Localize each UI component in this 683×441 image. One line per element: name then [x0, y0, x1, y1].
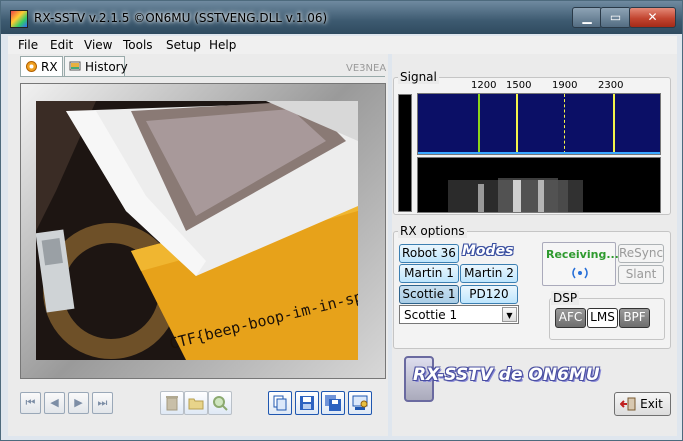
antenna-icon [572, 267, 588, 279]
mode-martin2-button[interactable]: Martin 2 [460, 264, 518, 283]
gear-icon [26, 61, 37, 72]
received-image: CTF{beep-boop-im-in-space} [36, 101, 358, 360]
dsp-label: DSP [551, 291, 580, 305]
delete-button[interactable] [160, 391, 184, 415]
menu-help[interactable]: Help [209, 38, 237, 52]
next-image-button[interactable]: ▶ [68, 392, 89, 414]
mode-select-value: Scottie 1 [404, 308, 458, 322]
freq-label-1900: 1900 [552, 80, 578, 91]
spectrum-display [417, 93, 661, 155]
exit-icon [620, 397, 636, 411]
copy-icon [273, 395, 287, 411]
last-image-button[interactable]: ⏭ [92, 392, 113, 414]
close-button[interactable]: ✕ [629, 7, 676, 28]
slant-button[interactable]: Slant [618, 265, 664, 284]
tab-history-label: History [85, 60, 128, 74]
status-box: Receiving... [542, 242, 619, 286]
zoom-button[interactable] [208, 391, 232, 415]
multi-floppy-icon [325, 395, 341, 411]
minimize-button[interactable]: ▁ [572, 7, 602, 28]
signal-level-meter [398, 94, 412, 212]
mode-robot36-button[interactable]: Robot 36 [399, 244, 459, 263]
sstv-picture: CTF{beep-boop-im-in-space} [36, 101, 358, 360]
marker-1200 [478, 94, 480, 154]
freq-label-2300: 2300 [598, 80, 624, 91]
trash-icon [166, 396, 178, 411]
tab-history[interactable]: History [64, 56, 128, 77]
menu-setup[interactable]: Setup [166, 38, 201, 52]
menu-tools[interactable]: Tools [123, 38, 153, 52]
magnifier-icon [213, 396, 228, 411]
menu-file[interactable]: File [18, 38, 39, 52]
menu-edit[interactable]: Edit [50, 38, 74, 52]
copy-button[interactable] [268, 391, 292, 415]
first-image-button[interactable]: ⏮ [20, 392, 41, 414]
folder-icon [188, 398, 204, 410]
freq-label-1200: 1200 [471, 80, 497, 91]
waterfall-display [417, 157, 661, 213]
maximize-button[interactable]: ▭ [600, 7, 631, 28]
credit-label: VE3NEA [346, 63, 387, 74]
save-all-button[interactable] [321, 391, 345, 415]
floppy-icon [300, 396, 314, 410]
freq-label-1500: 1500 [506, 80, 532, 91]
computer-settings-icon [352, 395, 368, 410]
mode-select[interactable]: Scottie 1 ▼ [399, 305, 519, 324]
menu-view[interactable]: View [84, 38, 113, 52]
rx-options-label: RX options [398, 224, 467, 238]
mode-pd120-button[interactable]: PD120 [460, 285, 518, 304]
app-logo: RX-SSTV de ON6MU [413, 365, 600, 385]
previous-image-button[interactable]: ◀ [44, 392, 65, 414]
resync-button[interactable]: ReSync [618, 244, 664, 263]
lms-toggle[interactable]: LMS [587, 308, 618, 328]
save-button[interactable] [295, 391, 319, 415]
menu-bar: File Edit View Tools Setup Help [8, 36, 677, 54]
open-folder-button[interactable] [184, 391, 208, 415]
settings-button[interactable] [348, 391, 372, 415]
marker-2300 [613, 94, 615, 154]
afc-toggle[interactable]: AFC [555, 308, 586, 328]
bpf-toggle[interactable]: BPF [619, 308, 650, 328]
receiving-status: Receiving... [546, 248, 619, 261]
tab-rx-label: RX [41, 60, 58, 74]
mode-martin1-button[interactable]: Martin 1 [399, 264, 459, 283]
chevron-down-icon[interactable]: ▼ [502, 307, 517, 322]
window-title: RX-SSTV v.2.1.5 ©ON6MU (SSTVENG.DLL v.1.… [34, 11, 328, 25]
exit-label: Exit [640, 397, 663, 411]
marker-1900 [564, 94, 565, 154]
marker-1500 [516, 94, 518, 154]
exit-button[interactable]: Exit [614, 392, 671, 416]
waterfall-image [418, 158, 660, 212]
signal-label: Signal [398, 70, 439, 84]
mode-scottie1-button[interactable]: Scottie 1 [399, 285, 459, 304]
modes-title: Modes [462, 243, 514, 259]
app-icon[interactable] [10, 10, 28, 28]
tab-rx[interactable]: RX [20, 56, 63, 77]
title-bar[interactable]: RX-SSTV v.2.1.5 ©ON6MU (SSTVENG.DLL v.1.… [1, 1, 682, 34]
history-icon [69, 61, 81, 71]
logo-device-icon [404, 356, 434, 402]
